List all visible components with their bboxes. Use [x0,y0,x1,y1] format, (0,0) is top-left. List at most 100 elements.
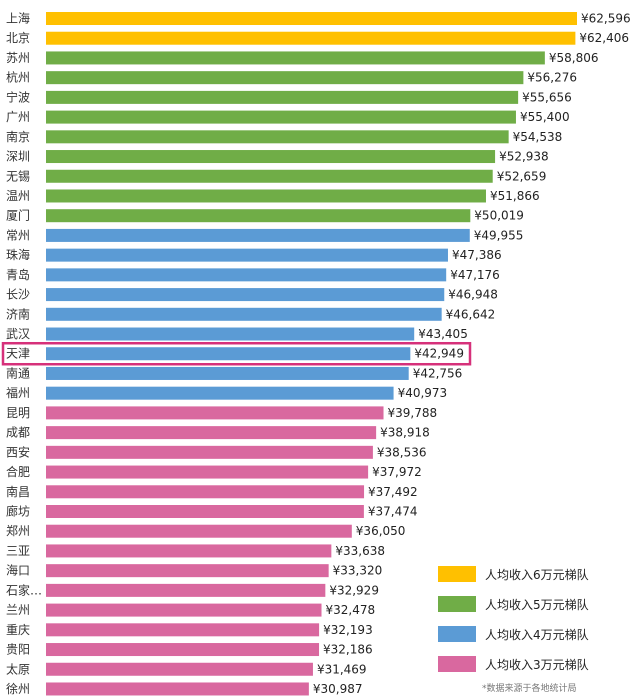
bar [46,623,320,637]
value-label: ¥56,276 [527,71,577,85]
bar [46,524,352,538]
value-label: ¥38,918 [380,426,430,440]
bar [46,268,447,282]
bar [46,643,320,657]
category-label: 杭州 [6,70,30,85]
value-label: ¥36,050 [356,524,406,538]
value-label: ¥49,955 [474,228,524,242]
bar [46,544,332,558]
bar [46,465,369,479]
bar [46,445,373,459]
bar [46,209,471,223]
source-note: *数据来源于各地统计局 [482,682,577,694]
bar [46,603,322,617]
bar [46,90,519,104]
category-label: 南通 [6,365,30,380]
category-label: 徐州 [6,681,30,696]
bar [46,327,415,341]
value-label: ¥32,186 [323,643,373,657]
value-label: ¥40,973 [398,386,448,400]
bar [46,505,364,518]
bar [46,564,329,578]
category-label: 昆明 [6,406,30,420]
value-label: ¥37,474 [368,505,418,519]
value-label: ¥37,492 [368,485,418,499]
bar [46,110,516,124]
bar [46,426,377,440]
category-label: 宁波 [6,89,30,104]
value-label: ¥55,656 [522,90,572,104]
bar [46,406,384,420]
value-label: ¥52,659 [497,169,547,183]
bar [46,347,411,361]
value-label: ¥32,929 [329,583,379,597]
category-label: 武汉 [6,327,30,341]
value-label: ¥55,400 [520,110,570,124]
category-label: 成都 [6,426,30,440]
bar [46,307,442,321]
legend-swatch [438,656,476,672]
category-label: 青岛 [6,267,30,282]
value-label: ¥31,469 [317,662,367,676]
bar [46,169,493,183]
category-label: 福州 [6,385,30,400]
category-label: 广州 [6,110,30,124]
value-label: ¥42,949 [414,347,464,361]
legend-label: 人均收入3万元梯队 [485,657,589,672]
category-label: 珠海 [6,247,30,262]
value-label: ¥62,406 [579,31,629,45]
value-label: ¥33,638 [335,544,385,558]
bar [46,583,326,597]
highlight-box [1,341,472,366]
value-label: ¥54,538 [513,130,563,144]
bar [46,189,486,203]
legend-swatch [438,566,476,582]
bars-layer: 上海 ¥62,596 北京 ¥62,406 苏州 ¥58,806 杭州 ¥56,276 宁波 ¥5… [1,11,631,696]
category-label: 重庆 [6,623,30,637]
legend-label: 人均收入5万元梯队 [485,597,589,612]
category-label: 南京 [6,129,30,144]
legend-swatch [438,626,476,642]
bar [46,288,445,302]
category-label: 长沙 [6,288,30,302]
value-label: ¥52,938 [499,150,549,164]
category-label: 海口 [6,563,30,578]
category-label: 深圳 [6,150,30,164]
bar [46,150,496,164]
category-label: 北京 [6,31,30,45]
value-label: ¥50,019 [474,209,524,223]
bar [46,366,409,380]
category-label: 济南 [6,306,30,321]
category-label: 兰州 [6,603,30,617]
value-label: ¥42,756 [413,366,463,380]
category-label: 天津 [6,347,30,361]
value-label: ¥38,536 [377,445,427,459]
bar [46,386,394,400]
value-label: ¥33,320 [333,564,383,578]
category-label: 苏州 [6,51,30,65]
bar [46,31,576,45]
value-label: ¥46,948 [448,288,498,302]
category-label: 温州 [6,189,30,203]
category-label: 无锡 [6,168,30,183]
category-label: 贵阳 [6,643,30,657]
value-label: ¥32,193 [323,623,373,637]
value-label: ¥30,987 [313,682,363,696]
value-label: ¥39,788 [388,406,438,420]
bar [46,12,577,25]
category-label: 上海 [6,11,30,26]
value-label: ¥47,176 [450,268,500,282]
bar [46,71,524,85]
bar [46,662,313,676]
value-label: ¥51,866 [490,189,540,203]
category-label: 石家… [6,582,42,597]
bar [46,130,509,144]
category-label: 郑州 [6,523,30,538]
bar [46,682,309,696]
category-label: 南昌 [6,484,30,499]
value-label: ¥37,972 [372,465,422,479]
category-label: 廊坊 [6,504,30,519]
value-label: ¥32,478 [326,603,376,617]
